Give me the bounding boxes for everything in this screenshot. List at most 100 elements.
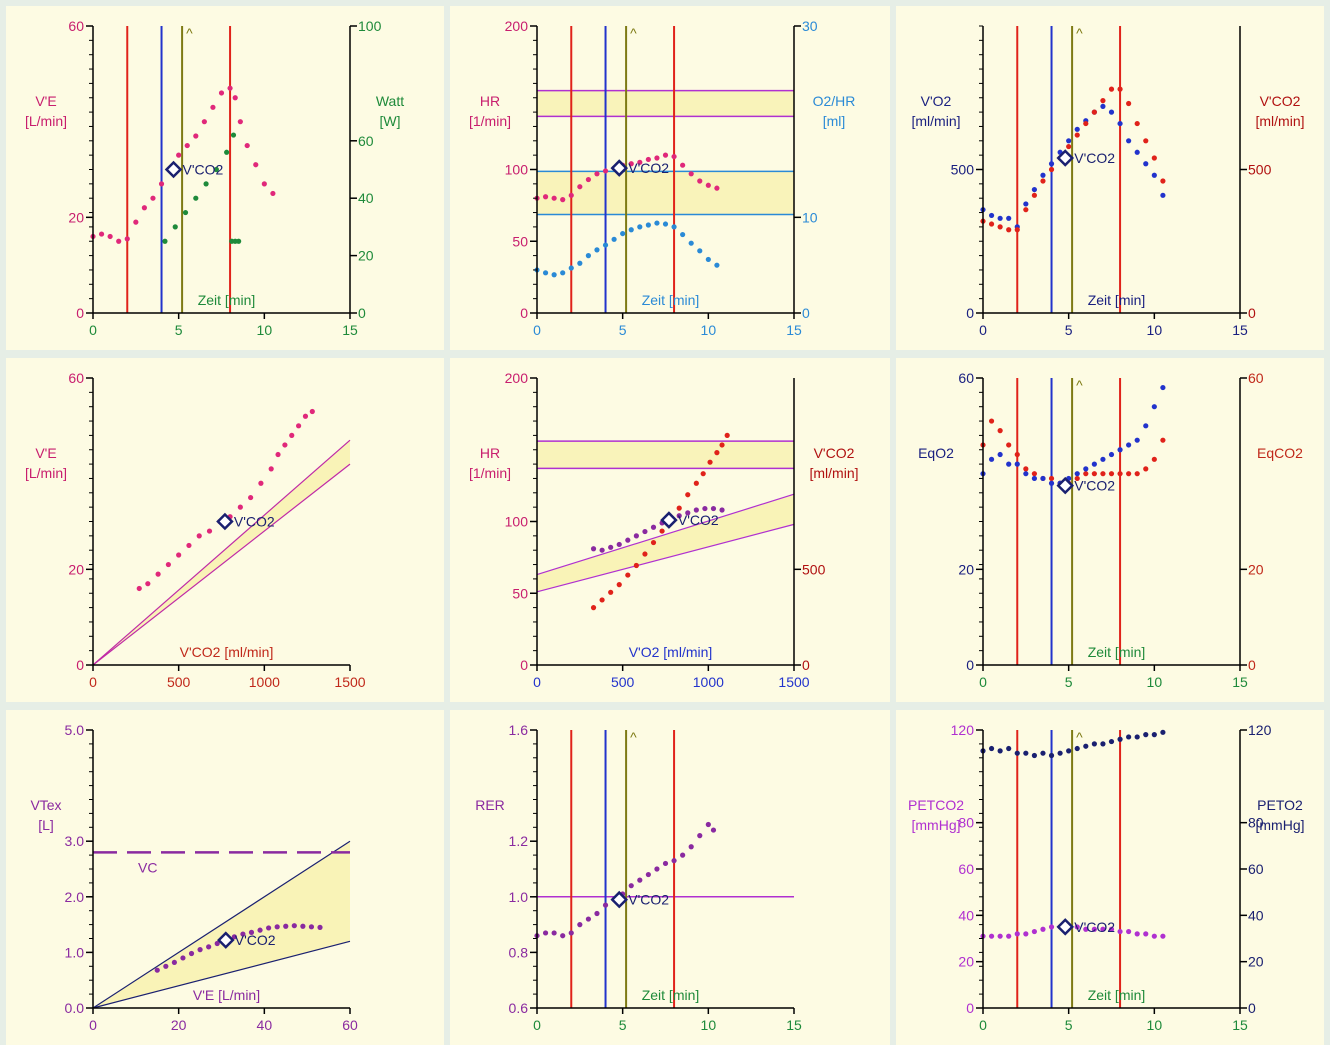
x-tick-label: 15	[342, 322, 358, 338]
band-fill	[537, 171, 794, 215]
data-point	[184, 142, 190, 149]
data-point	[560, 270, 566, 276]
x-tick-label: 1500	[334, 674, 365, 690]
left-tick-label: 0.8	[509, 944, 529, 960]
threshold-caret: ^	[630, 25, 637, 41]
data-point	[1074, 745, 1080, 752]
chart-panel-p8: ^ 0.6 0.8 1.0 1.2 1.6 0 5 10 15 RER Zeit [min] V'CO2	[450, 710, 890, 1045]
data-point	[1143, 466, 1149, 472]
x-axis-label: Zeit [min]	[1088, 987, 1146, 1003]
left-tick-label: 1.0	[509, 889, 529, 905]
wedge-lower-line	[92, 940, 351, 1009]
data-point	[568, 265, 574, 271]
data-point	[1057, 750, 1063, 756]
data-point	[719, 507, 725, 513]
data-point	[237, 504, 243, 510]
x-tick-label: 1000	[693, 674, 724, 690]
data-point	[248, 494, 254, 501]
data-point	[628, 161, 634, 167]
data-point	[1126, 471, 1132, 477]
chart-panel-p4: 0 20 60 0 500 1000 1500 V'E [L/min] V'CO2 [ml/min…	[6, 358, 444, 702]
data-point	[594, 910, 600, 917]
data-point	[1066, 138, 1072, 144]
data-point	[1134, 437, 1140, 443]
data-point	[602, 902, 609, 908]
data-point	[645, 871, 651, 878]
data-point	[1083, 926, 1089, 932]
data-point	[218, 90, 225, 96]
data-point	[300, 923, 306, 929]
data-point	[236, 238, 242, 244]
data-point	[1151, 933, 1157, 939]
left-axis-label: HR	[480, 445, 500, 461]
data-point	[685, 492, 691, 498]
chart-panel-p7: VC 0.0 1.0 2.0 3.0 5.0 0 20 40 60 VTex [L] V'E [L/mi…	[6, 710, 444, 1045]
data-point	[1160, 192, 1166, 198]
x-tick-label: 500	[611, 674, 635, 690]
x-axis-label: Zeit [min]	[642, 987, 700, 1003]
data-point	[608, 544, 614, 550]
data-point	[688, 844, 694, 850]
data-point	[585, 176, 591, 183]
data-point	[642, 551, 648, 557]
data-point	[1160, 178, 1166, 184]
data-point	[201, 119, 207, 125]
data-point	[1160, 933, 1166, 939]
data-point	[1083, 743, 1089, 749]
left-tick-label: 100	[505, 162, 529, 178]
data-point	[1134, 931, 1140, 937]
data-point	[707, 459, 713, 465]
left-tick-label: 1.6	[509, 722, 529, 738]
data-point	[594, 247, 600, 253]
wedge-upper-line	[92, 439, 351, 666]
data-point	[551, 930, 557, 936]
x-tick-label: 10	[1147, 322, 1163, 338]
data-point	[107, 233, 113, 240]
data-point	[676, 513, 682, 519]
data-point	[693, 507, 699, 513]
left-tick-label: 50	[512, 585, 528, 601]
data-point	[1143, 161, 1149, 167]
data-point	[162, 238, 168, 244]
left-axis-label: EqO2	[918, 445, 954, 461]
data-point	[180, 955, 186, 961]
data-point	[599, 597, 605, 603]
data-point	[542, 194, 549, 200]
chart-svg-p7: VC 0.0 1.0 2.0 3.0 5.0 0 20 40 60 VTex [L] V'E [L/mi…	[30, 722, 358, 1033]
wedge-lower-line	[536, 523, 795, 593]
data-point	[227, 85, 233, 91]
data-point	[542, 930, 549, 936]
data-point	[702, 505, 708, 512]
data-point	[1048, 924, 1055, 930]
left-tick-label: 0	[76, 657, 84, 673]
left-tick-label: 0	[966, 305, 974, 321]
wedge-lower-line	[92, 463, 351, 666]
data-point	[1108, 109, 1115, 115]
data-point	[1117, 928, 1123, 935]
data-point	[1031, 471, 1037, 477]
vco2-marker	[1056, 476, 1075, 495]
data-point	[1023, 201, 1029, 207]
data-point	[654, 155, 660, 161]
data-point	[688, 240, 694, 246]
data-point	[124, 236, 130, 242]
vco2-marker	[1056, 918, 1075, 936]
vco2-marker-label: V'CO2	[183, 162, 224, 178]
data-point	[213, 166, 219, 173]
data-point	[1014, 461, 1020, 467]
data-point	[719, 442, 725, 448]
left-tick-label: 1.0	[65, 944, 85, 960]
left-tick-label: 0	[520, 305, 528, 321]
data-point	[1151, 172, 1157, 178]
data-point	[620, 230, 626, 237]
data-point	[705, 182, 711, 188]
vco2-marker	[610, 159, 629, 177]
reference-wedge	[537, 494, 794, 592]
data-point	[231, 934, 237, 940]
right-axis-label: [ml]	[823, 113, 846, 129]
left-tick-label: 3.0	[65, 833, 85, 849]
data-point	[671, 224, 677, 230]
vco2-marker-label: V'CO2	[234, 514, 275, 530]
right-axis-label: [mmHg]	[1256, 817, 1305, 833]
